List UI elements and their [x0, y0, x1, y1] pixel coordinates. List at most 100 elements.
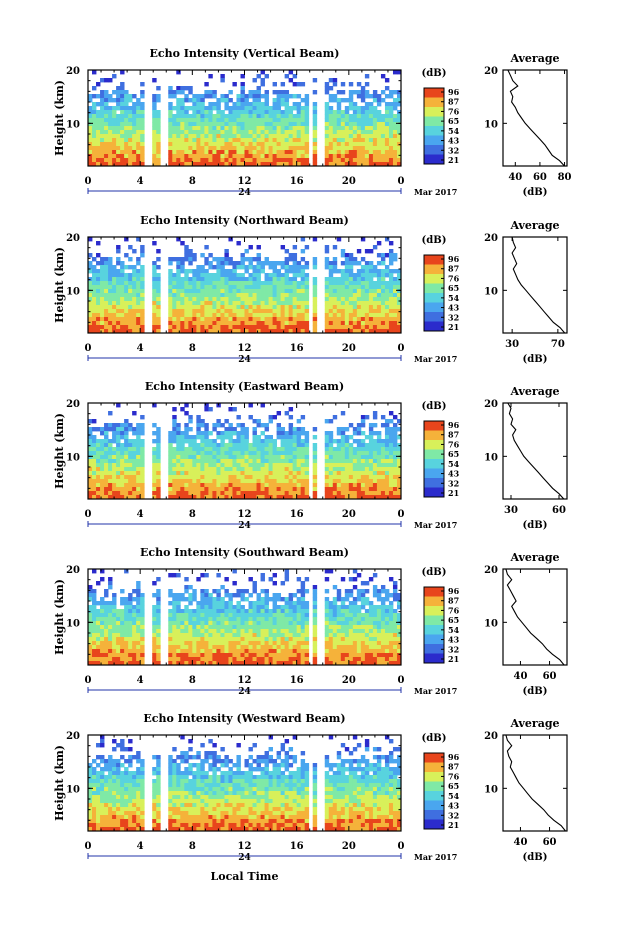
heatmap-cell [341, 261, 345, 265]
heatmap-cell [281, 142, 285, 146]
heatmap-cell [273, 301, 277, 305]
heatmap-cell [128, 321, 132, 325]
heatmap-cell [389, 491, 393, 495]
heatmap-cell [361, 106, 365, 110]
heatmap-cell [96, 317, 100, 321]
heatmap-cell [120, 475, 124, 479]
heatmap-cell [265, 479, 269, 483]
heatmap-cell [273, 613, 277, 617]
heatmap-cell [281, 138, 285, 142]
heatmap-cell [188, 134, 192, 138]
heatmap-cell [277, 269, 281, 273]
heatmap-cell [329, 138, 333, 142]
heatmap-cell [236, 431, 240, 435]
heatmap-cell [204, 110, 208, 114]
heatmap-cell [337, 471, 341, 475]
heatmap-cell [204, 277, 208, 281]
heatmap-cell [273, 467, 277, 471]
heatmap-cell [305, 142, 309, 146]
heatmap-cell [329, 126, 333, 130]
heatmap-cell [337, 483, 341, 487]
heatmap-cell [333, 261, 337, 265]
heatmap-cell [385, 605, 389, 609]
heatmap-cell [156, 459, 160, 463]
heatmap-cell [361, 439, 365, 443]
heatmap-cell [273, 154, 277, 158]
heatmap-cell [305, 609, 309, 613]
heatmap-cell [357, 134, 361, 138]
heatmap-cell [184, 269, 188, 273]
heatmap-cell [265, 122, 269, 126]
heatmap-cell [305, 154, 309, 158]
heatmap-cell [365, 289, 369, 293]
heatmap-cell [224, 150, 228, 154]
heatmap-cell [104, 130, 108, 134]
avg-y-tick-label: 20 [484, 233, 498, 244]
heatmap-cell [269, 309, 273, 313]
heatmap-cell [257, 154, 261, 158]
heatmap-cell [232, 301, 236, 305]
heatmap-cell [353, 106, 357, 110]
heatmap-cell [96, 82, 100, 86]
heatmap-cell [313, 313, 317, 317]
heatmap-cell [92, 257, 96, 261]
heatmap-cell [224, 269, 228, 273]
heatmap-cell [108, 479, 112, 483]
heatmap-cell [108, 118, 112, 122]
heatmap-cell [341, 90, 345, 94]
heatmap-cell [361, 257, 365, 261]
heatmap-cell [104, 483, 108, 487]
heatmap-cell [216, 285, 220, 289]
heatmap-cell [100, 297, 104, 301]
heatmap-cell [136, 597, 140, 601]
heatmap-cell [140, 281, 144, 285]
heatmap-cell [245, 459, 249, 463]
heatmap-cell [273, 130, 277, 134]
heatmap-cell [96, 613, 100, 617]
heatmap-cell [329, 78, 333, 82]
heatmap-cell [96, 134, 100, 138]
heatmap-cell [156, 313, 160, 317]
heatmap-cell [220, 98, 224, 102]
heatmap-cell [136, 483, 140, 487]
heatmap-cell [212, 597, 216, 601]
heatmap-cell [297, 435, 301, 439]
heatmap-cell [180, 241, 184, 245]
heatmap-cell [333, 309, 337, 313]
heatmap-cell [385, 114, 389, 118]
heatmap-cell [353, 281, 357, 285]
heatmap-cell [289, 285, 293, 289]
heatmap-cell [156, 146, 160, 150]
heatmap-cell [176, 106, 180, 110]
heatmap-cell [245, 447, 249, 451]
heatmap-cell [236, 455, 240, 459]
heatmap-cell [184, 479, 188, 483]
heatmap-cell [132, 411, 136, 415]
heatmap-cell [361, 150, 365, 154]
heatmap-cell [297, 150, 301, 154]
heatmap-cell [140, 415, 144, 419]
heatmap-cell [156, 305, 160, 309]
heatmap-cell [369, 609, 373, 613]
heatmap-cell [341, 609, 345, 613]
heatmap-cell [249, 138, 253, 142]
heatmap-cell [293, 487, 297, 491]
heatmap-cell [188, 467, 192, 471]
heatmap-cell [373, 265, 377, 269]
heatmap-cell [212, 629, 216, 633]
heatmap-cell [373, 443, 377, 447]
heatmap-cell [216, 122, 220, 126]
heatmap-cell [132, 617, 136, 621]
heatmap-cell [176, 625, 180, 629]
heatmap-cell [337, 289, 341, 293]
heatmap-cell [212, 459, 216, 463]
heatmap-cell [269, 475, 273, 479]
heatmap-cell [389, 281, 393, 285]
heatmap-cell [104, 487, 108, 491]
heatmap-cell [297, 130, 301, 134]
heatmap-cell [216, 305, 220, 309]
heatmap-cell [245, 479, 249, 483]
heatmap-cell [357, 297, 361, 301]
heatmap-cell [281, 581, 285, 585]
heatmap-cell [152, 78, 156, 82]
